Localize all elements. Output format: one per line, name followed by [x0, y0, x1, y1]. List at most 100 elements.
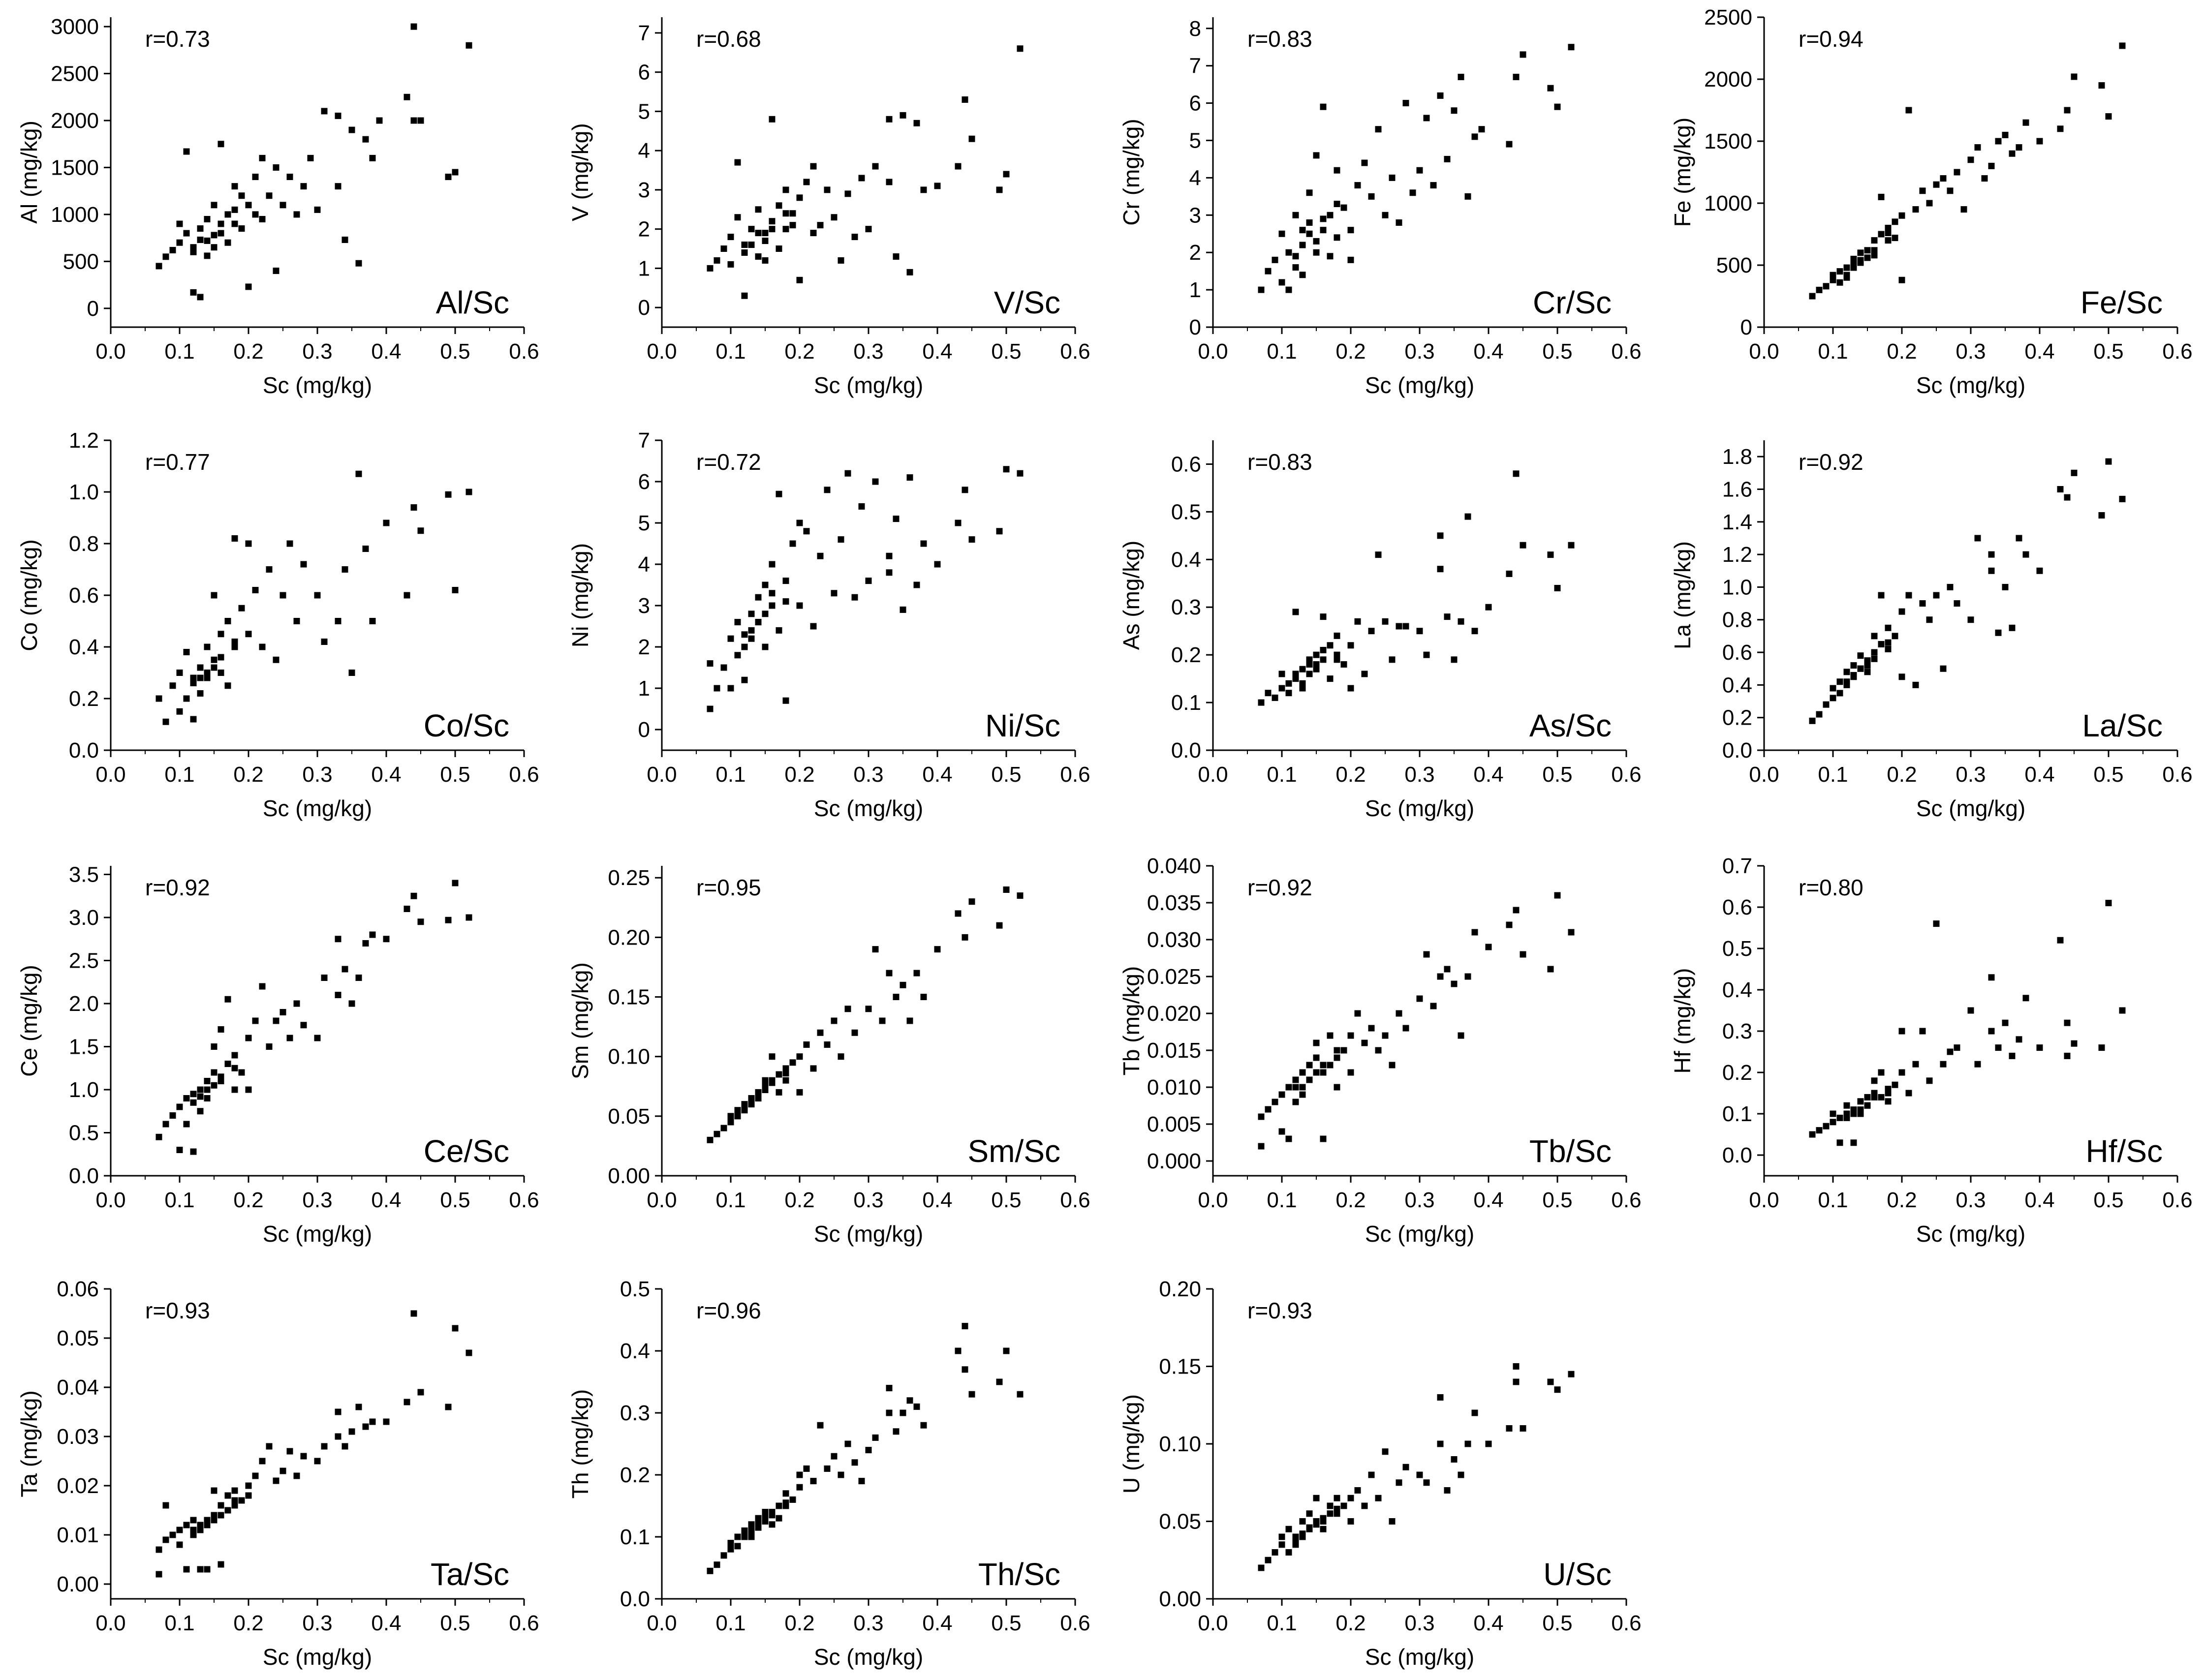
data-point	[782, 1070, 789, 1077]
data-point	[1402, 623, 1409, 630]
data-point	[1568, 44, 1575, 51]
data-point	[1278, 671, 1285, 677]
data-point	[1981, 175, 1988, 182]
data-point	[286, 1448, 293, 1455]
correlation-label: r=0.94	[1799, 26, 1863, 52]
data-point	[1292, 212, 1299, 218]
data-point	[824, 1465, 831, 1472]
x-tick-label: 0.2	[233, 1188, 263, 1212]
data-point	[1299, 242, 1306, 248]
data-point	[920, 186, 927, 193]
x-tick-label: 0.3	[1956, 1188, 1986, 1212]
data-point	[1988, 551, 1995, 558]
y-tick-label: 0.03	[57, 1425, 99, 1449]
data-point	[796, 194, 803, 201]
data-point	[1423, 651, 1430, 658]
panel-label: Ta/Sc	[431, 1557, 509, 1592]
data-point	[900, 981, 906, 988]
data-point	[197, 664, 204, 671]
panel-label: U/Sc	[1543, 1557, 1612, 1592]
data-point	[1272, 1099, 1278, 1105]
data-point	[1306, 671, 1313, 677]
data-point	[1320, 646, 1327, 653]
data-point	[1885, 624, 1892, 631]
data-point	[769, 116, 776, 122]
data-point	[1898, 608, 1905, 615]
data-point	[197, 294, 204, 301]
data-point	[1292, 1099, 1299, 1105]
data-point	[727, 635, 734, 642]
y-axis-label: Ta (mg/kg)	[16, 1390, 42, 1497]
data-point	[1547, 966, 1554, 973]
data-point	[955, 910, 962, 917]
data-point	[1836, 279, 1843, 286]
x-tick-label: 0.3	[302, 339, 332, 364]
data-point	[810, 230, 817, 237]
data-point	[335, 1408, 341, 1415]
data-point	[1334, 167, 1340, 174]
data-point	[817, 552, 824, 559]
y-tick-label: 0.030	[1147, 928, 1201, 952]
y-tick-label: 0.8	[1722, 608, 1752, 632]
data-point	[1340, 661, 1347, 668]
data-point	[190, 1517, 197, 1524]
y-axis-label: V (mg/kg)	[567, 123, 593, 221]
data-point	[466, 42, 472, 49]
data-point	[1272, 1549, 1278, 1556]
data-point	[962, 487, 968, 493]
y-tick-label: 6	[638, 470, 650, 494]
x-tick-label: 0.2	[1887, 339, 1917, 364]
data-point	[1423, 951, 1430, 958]
data-point	[293, 1000, 300, 1007]
x-tick-label: 0.5	[1542, 1611, 1572, 1635]
y-tick-label: 0.2	[1171, 643, 1201, 667]
data-point	[204, 1095, 211, 1101]
data-point	[1864, 669, 1871, 675]
y-axis-label: Ni (mg/kg)	[567, 543, 593, 647]
x-tick-label: 0.0	[1749, 763, 1779, 787]
data-point	[707, 265, 714, 272]
data-point	[204, 215, 211, 222]
data-point	[1871, 247, 1878, 254]
data-point	[1547, 551, 1554, 558]
data-point	[335, 1433, 341, 1440]
y-tick-label: 2000	[51, 109, 99, 133]
data-point	[1272, 256, 1278, 263]
data-point	[1347, 1032, 1354, 1039]
data-point	[1327, 675, 1334, 682]
data-point	[355, 470, 362, 477]
data-point	[796, 1484, 803, 1491]
data-point	[844, 1440, 851, 1447]
data-point	[1843, 272, 1850, 278]
data-point	[727, 685, 734, 692]
data-point	[824, 487, 831, 493]
data-point	[1995, 1044, 2002, 1051]
data-point	[217, 1026, 224, 1033]
data-point	[1375, 1047, 1382, 1054]
data-point	[1313, 1495, 1320, 1501]
y-tick-label: 0.06	[57, 1277, 99, 1301]
correlation-label: r=0.83	[1247, 26, 1312, 52]
y-tick-label: 0.035	[1147, 891, 1201, 915]
y-tick-label: 2000	[1704, 67, 1752, 92]
x-tick-label: 0.1	[164, 1188, 194, 1212]
panel-tb-sc: 0.0 0.1 0.2 0.3 0.4 0.5 0.6 0.000 0.005 0.010 0.01…	[1118, 854, 1642, 1247]
data-point	[376, 117, 383, 124]
y-tick-label: 0.4	[1171, 548, 1201, 572]
x-tick-label: 0.6	[509, 1188, 539, 1212]
data-point	[335, 992, 341, 998]
x-tick-label: 0.0	[1198, 1611, 1228, 1635]
x-tick-label: 0.2	[784, 1188, 814, 1212]
data-point	[341, 236, 348, 243]
y-tick-label: 1000	[51, 203, 99, 227]
data-point	[2057, 125, 2064, 132]
data-point	[831, 590, 838, 597]
data-point	[838, 1471, 844, 1478]
data-point	[1320, 1526, 1327, 1532]
data-point	[913, 120, 920, 126]
panel-th-sc: 0.0 0.1 0.2 0.3 0.4 0.5 0.6 0.0 0.1 0.2 0.3 0.4 0.5 S…	[567, 1277, 1090, 1670]
x-axis-label: Sc (mg/kg)	[814, 1221, 923, 1247]
data-point	[1898, 276, 1905, 283]
data-point	[1306, 1510, 1313, 1517]
y-tick-label: 1	[638, 676, 650, 701]
